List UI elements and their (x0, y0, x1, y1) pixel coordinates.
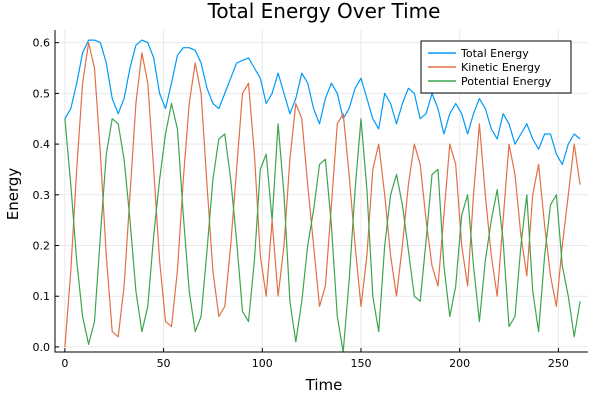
x-axis-label: Time (305, 376, 343, 394)
x-tick-label: 150 (350, 357, 371, 370)
x-tick-label: 50 (157, 357, 171, 370)
y-axis-label: Energy (4, 168, 22, 221)
series-line-total-energy (64, 39, 581, 165)
x-tick-label: 250 (548, 357, 569, 370)
series-line-potential-energy (64, 102, 581, 353)
chart-title: Total Energy Over Time (207, 0, 441, 23)
y-tick-label: 0.6 (33, 37, 51, 50)
x-tick-label: 200 (449, 357, 470, 370)
y-tick-label: 0.0 (33, 341, 51, 354)
legend-label: Kinetic Energy (461, 61, 541, 74)
series-layer (64, 39, 581, 353)
y-tick-label: 0.4 (33, 138, 51, 151)
axis-spines (54, 30, 588, 353)
y-tick-label: 0.3 (33, 189, 51, 202)
legend-label: Total Energy (460, 47, 529, 60)
x-tick-label: 0 (61, 357, 68, 370)
y-tick-label: 0.1 (33, 290, 51, 303)
y-tick-label: 0.2 (33, 240, 51, 253)
legend-label: Potential Energy (461, 75, 552, 88)
axes-layer: 0 50 100 150 200 250 0.0 0.1 0.2 0.3 0.4 0.5 0.6 (33, 30, 588, 370)
series-line-kinetic-energy (64, 42, 581, 347)
x-tick-label: 100 (252, 357, 273, 370)
y-tick-label: 0.5 (33, 87, 51, 100)
